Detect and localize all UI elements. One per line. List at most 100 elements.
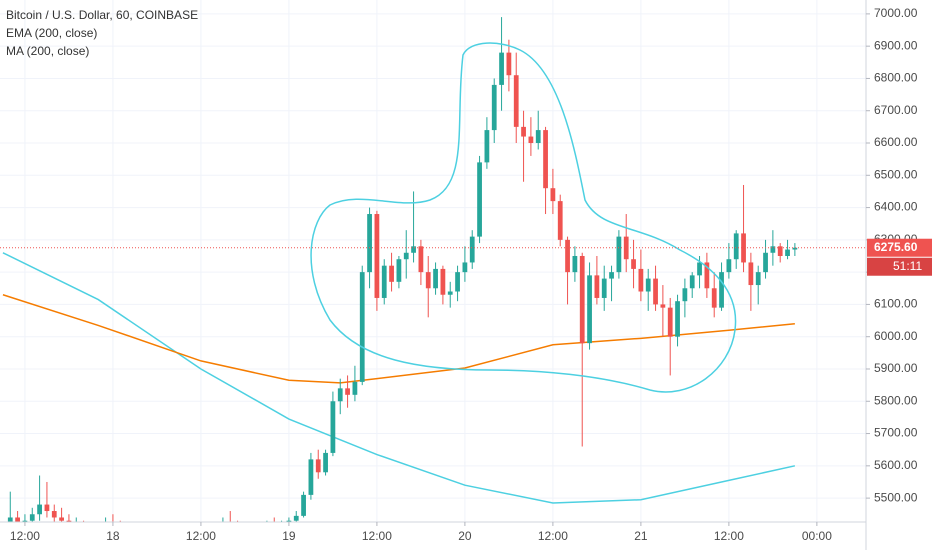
candle-body [594,275,600,298]
candle-body [235,527,240,530]
y-tick-label: 6000.00 [874,329,918,343]
candle-body [645,278,651,292]
x-tick-label: 20 [458,529,472,543]
candle-body [528,136,534,144]
x-tick-label: 12:00 [10,529,40,543]
candle-body [29,514,35,521]
y-tick-label: 5500.00 [874,490,918,504]
candle-body [770,246,776,253]
candle-body [469,236,475,263]
candle-body [89,530,94,533]
candle-body [711,288,717,308]
y-tick-label: 6600.00 [874,135,918,149]
x-tick-label: 21 [634,529,648,543]
candle-body [499,52,504,85]
candle-body [403,252,409,260]
candle-body [411,246,416,253]
countdown-box [867,257,932,276]
candle-body [308,459,314,495]
candle-body [337,388,343,402]
candle-body [675,301,680,337]
candle-body [763,252,768,273]
candle-body [513,75,519,127]
x-tick-label: 12:00 [538,529,568,543]
candle-body [719,272,724,308]
candle-body [609,272,614,279]
candle-body [733,233,739,260]
legend-title: Bitcoin / U.S. Dollar, 60, COINBASE [6,8,198,22]
candle-body [206,543,211,546]
y-tick-label: 7000.00 [874,6,918,20]
candle-body [37,504,42,515]
candle-body [243,530,248,533]
x-tick-label: 00:00 [802,529,832,543]
y-tick-label: 5700.00 [874,426,918,440]
candle-body [565,239,570,273]
y-tick-label: 6800.00 [874,71,918,85]
candle-body [7,517,13,522]
candle-body [653,278,658,305]
candle-body [477,162,482,237]
candle-body [631,259,636,269]
candle-body [155,537,160,540]
candle-body [162,537,167,540]
candles [7,17,798,547]
candle-body [484,130,490,163]
candle-body [741,233,746,263]
hand-drawn-annotation [310,42,737,393]
candle-body [521,126,526,137]
legend-entry: MA (200, close) [6,44,89,58]
candle-body [265,524,270,527]
candle-body [550,188,556,202]
candle-body [51,511,57,518]
y-tick-label: 6700.00 [874,103,918,117]
candle-body [535,130,541,144]
candle-body [228,524,233,527]
y-tick-label: 5800.00 [874,393,918,407]
candle-body [667,307,673,337]
candle-body [140,534,145,537]
candle-body [726,259,732,273]
candle-body [601,278,607,298]
candle-body [199,543,204,546]
candle-body [792,247,798,250]
candle-body [462,262,468,273]
candle-body [638,268,644,292]
candle-body [81,524,86,530]
candle-body [279,524,284,527]
candle-body [396,259,402,282]
legend-entry: EMA (200, close) [6,26,97,40]
y-tick-label: 5900.00 [874,361,918,375]
y-tick-label: 6500.00 [874,167,918,181]
candle-body [213,543,218,546]
candle-body [440,268,446,295]
candle-body [785,249,790,256]
candle-body [777,246,783,256]
candle-body [44,504,50,512]
candle-body [66,520,72,522]
candle-body [177,540,182,543]
candle-body [433,268,438,289]
candle-body [359,272,365,382]
candle-body [425,272,431,289]
axes: 5500.00 5600.00 5700.00 5800.00 5900.00 6000.… [10,6,918,543]
candle-body [506,52,512,76]
candle-body [293,515,299,521]
candle-body [250,530,255,533]
candle-body [221,524,226,547]
candle-body [169,537,174,540]
x-tick-label: 18 [106,529,120,543]
candle-body [704,262,710,289]
candle-body [587,275,592,344]
candle-body [367,214,372,273]
candle-body [15,517,20,522]
candle-body [315,459,321,473]
candle-body [125,530,130,533]
y-tick-label: 6100.00 [874,297,918,311]
candle-body [748,262,754,286]
candle-body [697,262,702,276]
x-tick-label: 12:00 [362,529,392,543]
x-tick-label: 12:00 [714,529,744,543]
y-tick-label: 6900.00 [874,38,918,52]
